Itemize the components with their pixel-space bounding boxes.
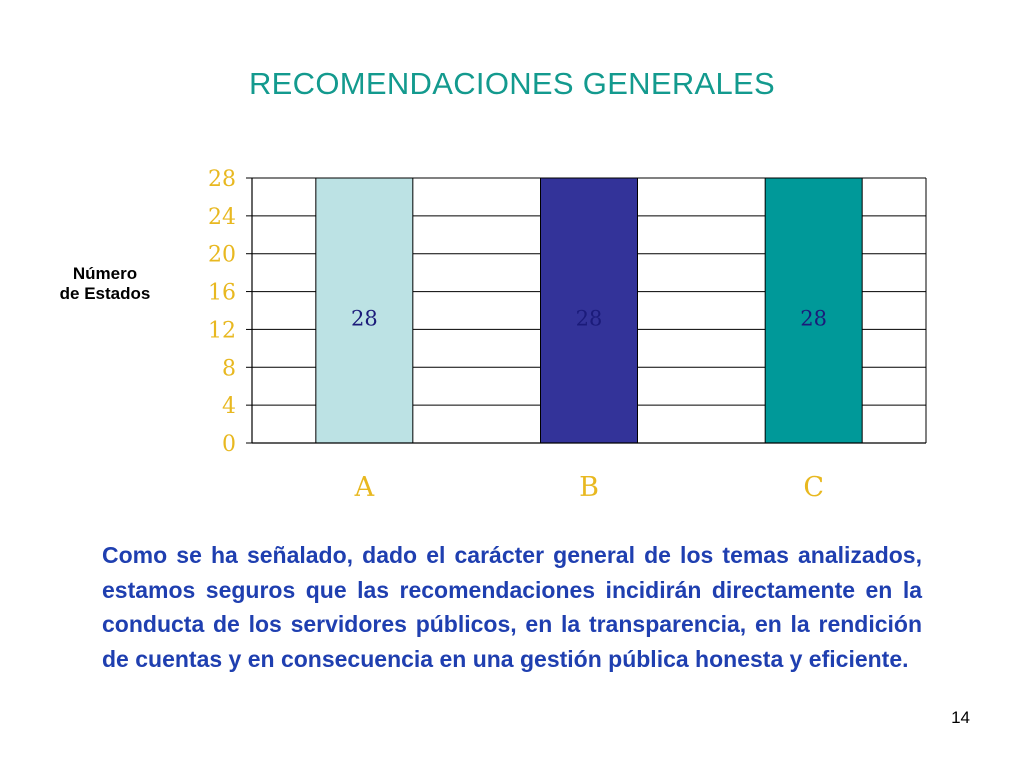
y-tick-label-4: 4 [222, 394, 236, 419]
data-label-b: 28 [576, 307, 603, 331]
y-tick-label-16: 16 [208, 281, 236, 306]
y-tick-label-8: 8 [222, 356, 236, 381]
slide-title: RECOMENDACIONES GENERALES [249, 66, 775, 101]
y-axis-label-line-1: Número [72, 264, 138, 283]
y-tick-label-24: 24 [208, 205, 236, 230]
bar-a [315, 177, 414, 444]
x-tick-label-b: B [579, 472, 599, 503]
y-tick-label-28: 28 [208, 167, 236, 192]
x-tick-label-c: C [803, 472, 824, 503]
page-number: 14 [951, 708, 970, 727]
bar-c [764, 177, 863, 444]
chart-axes [246, 177, 927, 444]
y-tick-label-20: 20 [208, 243, 236, 268]
y-axis-label: Número de Estados [46, 264, 164, 304]
y-tick-label-0: 0 [222, 432, 236, 457]
data-label-a: 28 [351, 307, 378, 331]
data-label-c: 28 [800, 307, 827, 331]
chart-labels: 0 4 8 12 16 20 24 28 28 A 28 B 28 C [208, 167, 827, 503]
slide-body-text: Como se ha señalado, dado el carácter ge… [102, 542, 922, 672]
y-axis-label-line-2: de Estados [59, 284, 151, 303]
x-tick-label-a: A [354, 472, 375, 503]
y-tick-label-12: 12 [208, 318, 236, 343]
bar-chart: 0 4 8 12 16 20 24 28 28 A 28 B 28 C [208, 167, 927, 503]
